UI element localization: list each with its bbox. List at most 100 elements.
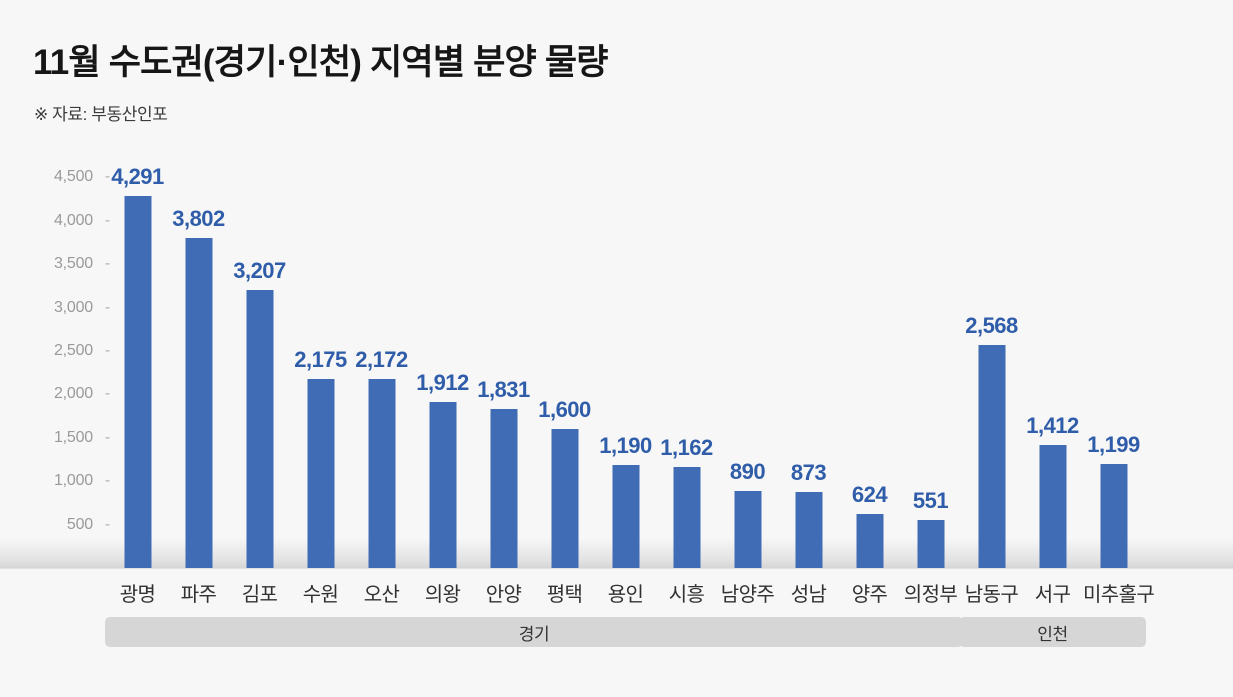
bar-group[interactable]: 4,291 [107, 160, 168, 568]
region-group-band: 경기 [105, 617, 963, 647]
y-axis-tick-label: 2,500 [53, 341, 93, 359]
y-axis-tick: 3,500- [0, 255, 110, 273]
y-axis-tick-label: 4,000 [53, 211, 93, 229]
bar-group[interactable]: 624 [839, 160, 900, 568]
y-axis-tick-label: 3,500 [53, 255, 93, 273]
bar-group[interactable]: 1,412 [1022, 160, 1083, 568]
source-note: ※ 자료: 부동산인포 [34, 105, 168, 124]
x-axis-label: 광명 [119, 584, 156, 606]
y-axis-tick-label: 3,000 [53, 298, 93, 316]
bar-group[interactable]: 2,568 [961, 160, 1022, 568]
bar[interactable] [490, 409, 517, 568]
bar-value-label: 3,207 [233, 257, 286, 283]
bar[interactable] [612, 464, 639, 568]
y-axis-tick: 3,000- [0, 299, 110, 317]
bar[interactable] [429, 402, 456, 568]
x-axis-label: 파주 [180, 584, 217, 606]
y-axis-tick-dash: - [104, 211, 110, 229]
bar-group[interactable]: 1,831 [473, 160, 534, 568]
plot-area: 500-1,000-1,500-2,000-2,500-3,000-3,500-… [0, 160, 1233, 570]
x-axis-label: 안양 [485, 584, 522, 606]
bar-value-label: 551 [912, 488, 949, 514]
bar[interactable] [734, 490, 761, 568]
x-axis-label: 서구 [1034, 584, 1071, 606]
bar-group[interactable]: 1,190 [595, 160, 656, 568]
y-axis-tick-label: 1,500 [53, 428, 93, 446]
bar[interactable] [1100, 463, 1127, 568]
y-axis-tick-label: 500 [66, 515, 93, 533]
bar[interactable] [551, 429, 578, 568]
x-axis-label: 남동구 [964, 584, 1019, 606]
x-axis-label: 의정부 [903, 584, 958, 606]
x-axis-label: 오산 [363, 584, 400, 606]
bar[interactable] [673, 467, 700, 568]
bar-group[interactable]: 1,199 [1083, 160, 1144, 568]
region-group-label: 경기 [518, 624, 550, 644]
y-axis-tick-dash: - [104, 385, 110, 403]
y-axis-tick: 2,500- [0, 342, 110, 360]
bar-value-label: 3,802 [172, 205, 225, 231]
bar[interactable] [124, 195, 151, 568]
y-axis-tick-label: 1,000 [53, 472, 93, 490]
bar-value-label: 2,172 [355, 347, 408, 373]
bar[interactable] [795, 492, 822, 568]
x-axis-label: 김포 [241, 584, 278, 606]
bar-group[interactable]: 890 [717, 160, 778, 568]
bar-group[interactable]: 1,600 [534, 160, 595, 568]
bar-value-label: 1,199 [1087, 431, 1140, 457]
y-axis-tick: 1,000- [0, 472, 110, 490]
y-axis-tick: 2,000- [0, 385, 110, 403]
bar-value-label: 2,568 [965, 313, 1018, 339]
y-axis-tick-dash: - [104, 168, 110, 186]
bar[interactable] [1039, 445, 1066, 568]
bar[interactable] [978, 345, 1005, 568]
y-axis-tick-dash: - [104, 255, 110, 273]
y-axis-tick-dash: - [104, 515, 110, 533]
y-axis-tick-dash: - [104, 428, 110, 446]
y-axis-tick-dash: - [104, 341, 110, 359]
bar-value-label: 1,600 [538, 397, 591, 423]
bar[interactable] [917, 520, 944, 568]
y-axis-tick-dash: - [104, 298, 110, 316]
y-axis-tick-label: 2,000 [53, 385, 93, 403]
bar-group[interactable]: 551 [900, 160, 961, 568]
bar-series: 4,291 3,802 3,207 2,175 2,172 1,912 1,831 1,600… [0, 160, 1233, 568]
region-group-band: 인천 [959, 617, 1146, 647]
x-axis-label: 시흥 [668, 584, 705, 606]
bar[interactable] [368, 379, 395, 568]
bar[interactable] [307, 379, 334, 568]
y-axis-tick: 4,000- [0, 212, 110, 230]
region-group-bands: 경기 인천 [0, 617, 1233, 647]
bar-value-label: 1,162 [660, 435, 713, 461]
bar-value-label: 4,291 [111, 163, 164, 189]
region-group-label: 인천 [1037, 624, 1068, 644]
bar-value-label: 1,412 [1026, 413, 1079, 439]
bar-value-label: 2,175 [294, 347, 347, 373]
page-title: 11월 수도권(경기·인천) 지역별 분양 물량 [33, 43, 608, 82]
y-axis-tick: 4,500- [0, 168, 110, 186]
y-axis-tick: 1,500- [0, 429, 110, 447]
x-axis-label: 남양주 [720, 584, 775, 606]
bar[interactable] [185, 237, 212, 568]
bar-group[interactable]: 3,802 [168, 160, 229, 568]
bar-group[interactable]: 2,175 [290, 160, 351, 568]
x-axis-label: 평택 [546, 584, 583, 606]
bar[interactable] [246, 289, 273, 568]
bar-group[interactable]: 873 [778, 160, 839, 568]
axis-baseline [0, 568, 1233, 569]
y-axis-tick-label: 4,500 [53, 168, 93, 186]
x-axis-label: 수원 [302, 584, 339, 606]
bar-value-label: 624 [851, 481, 888, 507]
bar-value-label: 1,912 [416, 370, 469, 396]
bar[interactable] [856, 513, 883, 568]
x-axis-label: 미추홀구 [1083, 584, 1155, 606]
x-axis-label: 용인 [607, 584, 644, 606]
bar-group[interactable]: 1,162 [656, 160, 717, 568]
y-axis-tick-dash: - [104, 472, 110, 490]
bar-value-label: 890 [729, 458, 766, 484]
bar-group[interactable]: 2,172 [351, 160, 412, 568]
bar-group[interactable]: 1,912 [412, 160, 473, 568]
bar-value-label: 873 [790, 460, 827, 486]
bar-group[interactable]: 3,207 [229, 160, 290, 568]
